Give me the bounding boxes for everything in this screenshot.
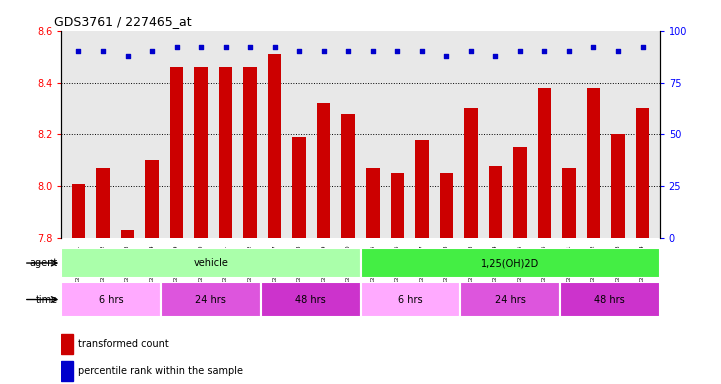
Text: vehicle: vehicle: [193, 258, 229, 268]
Bar: [293, 137, 306, 238]
Text: 6 hrs: 6 hrs: [99, 295, 123, 305]
Text: 6 hrs: 6 hrs: [398, 295, 423, 305]
Text: time: time: [35, 295, 58, 305]
Point: [73, 48, 84, 55]
Point: [367, 48, 379, 55]
Bar: [440, 173, 453, 238]
Text: 1,25(OH)2D: 1,25(OH)2D: [481, 258, 539, 268]
Bar: [61, 334, 74, 354]
Bar: [489, 166, 502, 238]
Bar: [464, 108, 477, 238]
Point: [244, 44, 256, 50]
Point: [122, 53, 133, 59]
Point: [146, 48, 158, 55]
Bar: [415, 140, 428, 238]
Point: [392, 48, 403, 55]
Bar: [268, 54, 281, 238]
Point: [490, 53, 501, 59]
Point: [269, 44, 280, 50]
Point: [441, 53, 452, 59]
Bar: [611, 134, 625, 238]
Bar: [360, 282, 460, 317]
Point: [195, 44, 207, 50]
Bar: [195, 67, 208, 238]
Bar: [71, 184, 85, 238]
Bar: [587, 88, 601, 238]
Bar: [61, 361, 74, 381]
Text: 48 hrs: 48 hrs: [595, 295, 625, 305]
Point: [637, 44, 648, 50]
Point: [97, 48, 109, 55]
Point: [539, 48, 550, 55]
Bar: [317, 103, 330, 238]
Point: [514, 48, 526, 55]
Bar: [562, 168, 575, 238]
Point: [318, 48, 329, 55]
Text: agent: agent: [30, 258, 58, 268]
Bar: [161, 282, 261, 317]
Bar: [460, 282, 560, 317]
Bar: [391, 173, 404, 238]
Point: [563, 48, 575, 55]
Text: percentile rank within the sample: percentile rank within the sample: [78, 366, 243, 376]
Bar: [96, 168, 110, 238]
Text: 24 hrs: 24 hrs: [495, 295, 526, 305]
Bar: [636, 108, 650, 238]
Point: [293, 48, 305, 55]
Text: 24 hrs: 24 hrs: [195, 295, 226, 305]
Text: 48 hrs: 48 hrs: [296, 295, 326, 305]
Bar: [61, 248, 360, 278]
Text: GDS3761 / 227465_at: GDS3761 / 227465_at: [54, 15, 192, 28]
Point: [342, 48, 354, 55]
Bar: [170, 67, 183, 238]
Bar: [61, 282, 161, 317]
Bar: [342, 114, 355, 238]
Point: [588, 44, 599, 50]
Bar: [560, 282, 660, 317]
Point: [171, 44, 182, 50]
Point: [416, 48, 428, 55]
Bar: [244, 67, 257, 238]
Bar: [120, 230, 134, 238]
Bar: [146, 161, 159, 238]
Bar: [360, 248, 660, 278]
Bar: [261, 282, 360, 317]
Point: [612, 48, 624, 55]
Point: [220, 44, 231, 50]
Text: transformed count: transformed count: [78, 339, 169, 349]
Bar: [538, 88, 551, 238]
Point: [465, 48, 477, 55]
Bar: [513, 147, 526, 238]
Bar: [366, 168, 379, 238]
Bar: [219, 67, 232, 238]
